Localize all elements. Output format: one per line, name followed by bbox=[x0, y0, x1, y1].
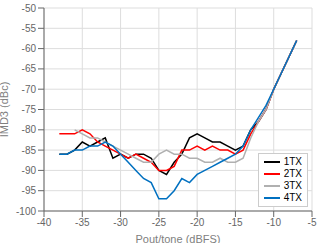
svg-text:-80: -80 bbox=[22, 124, 37, 135]
svg-text:-20: -20 bbox=[190, 217, 205, 228]
svg-text:-75: -75 bbox=[22, 104, 37, 115]
html-text:4TX: 4TX bbox=[283, 192, 302, 203]
svg-text:Pout/tone (dBFS): Pout/tone (dBFS) bbox=[136, 233, 221, 243]
svg-text:-40: -40 bbox=[37, 217, 52, 228]
html-text:2TX: 2TX bbox=[283, 168, 302, 179]
svg-text:-10: -10 bbox=[266, 217, 281, 228]
html-text:3TX: 3TX bbox=[283, 180, 302, 191]
svg-text:-95: -95 bbox=[22, 185, 37, 196]
svg-text:-55: -55 bbox=[22, 23, 37, 34]
svg-text:-65: -65 bbox=[22, 63, 37, 74]
svg-text:-50: -50 bbox=[22, 3, 37, 14]
svg-text:IMD3 (dBc): IMD3 (dBc) bbox=[8, 82, 10, 138]
svg-text:-90: -90 bbox=[22, 165, 37, 176]
svg-text:-60: -60 bbox=[22, 43, 37, 54]
svg-text:-85: -85 bbox=[22, 145, 37, 156]
svg-text:-70: -70 bbox=[22, 84, 37, 95]
svg-text:-15: -15 bbox=[228, 217, 243, 228]
svg-text:-35: -35 bbox=[75, 217, 90, 228]
svg-text:-100: -100 bbox=[16, 206, 36, 217]
svg-text:-30: -30 bbox=[113, 217, 128, 228]
svg-text:-25: -25 bbox=[152, 217, 167, 228]
svg-text:-5: -5 bbox=[308, 217, 316, 228]
html-text:1TX: 1TX bbox=[283, 156, 302, 167]
